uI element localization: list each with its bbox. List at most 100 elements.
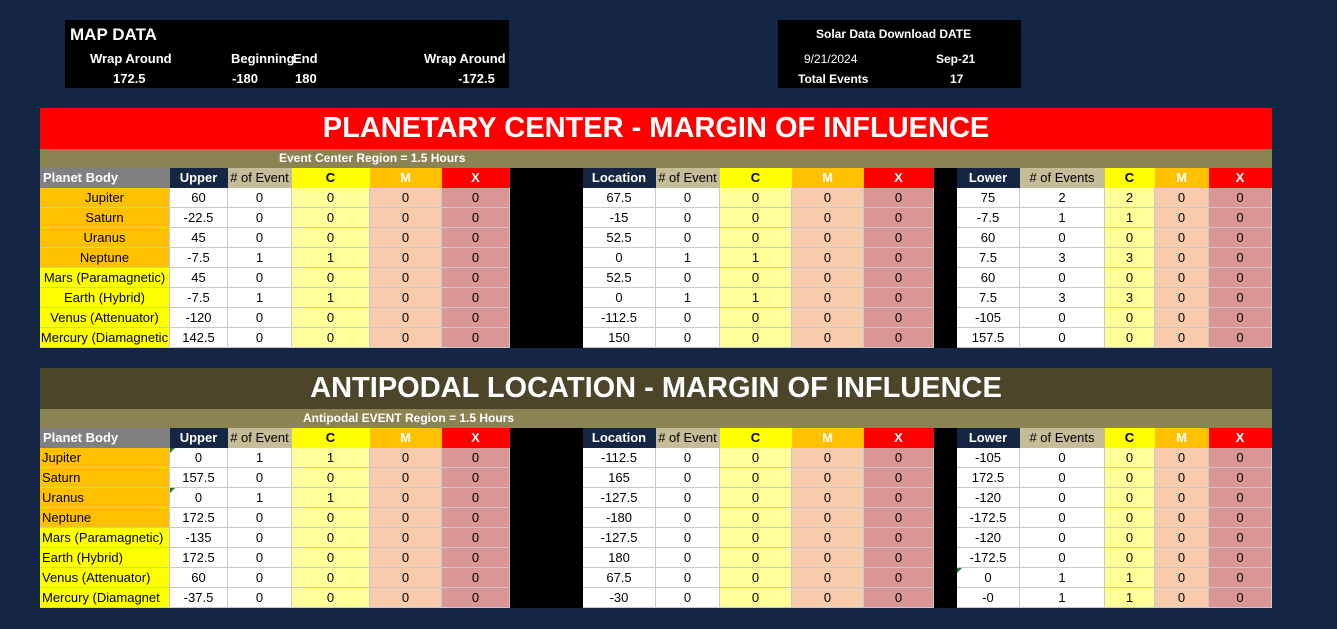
x-count-cell[interactable]: 0: [1209, 588, 1272, 608]
c-count-cell[interactable]: 0: [720, 208, 792, 228]
upper-events-cell[interactable]: 0: [228, 308, 292, 328]
upper-events-cell[interactable]: 0: [228, 468, 292, 488]
c-count-cell[interactable]: 0: [720, 448, 792, 468]
m-count-cell[interactable]: 0: [1155, 448, 1209, 468]
location-value-cell[interactable]: 52.5: [583, 268, 656, 288]
c-count-cell[interactable]: 1: [292, 248, 370, 268]
lower-value-cell[interactable]: 75: [957, 188, 1020, 208]
c-count-cell[interactable]: 0: [720, 528, 792, 548]
lower-events-cell[interactable]: 0: [1020, 528, 1105, 548]
location-events-cell[interactable]: 1: [656, 248, 720, 268]
location-value-cell[interactable]: 0: [583, 248, 656, 268]
x-count-cell[interactable]: 0: [442, 208, 510, 228]
m-count-cell[interactable]: 0: [370, 468, 442, 488]
location-events-cell[interactable]: 0: [656, 528, 720, 548]
m-count-cell[interactable]: 0: [792, 248, 864, 268]
upper-events-cell[interactable]: 0: [228, 528, 292, 548]
m-count-cell[interactable]: 0: [1155, 508, 1209, 528]
x-count-cell[interactable]: 0: [442, 308, 510, 328]
x-count-cell[interactable]: 0: [1209, 328, 1272, 348]
x-count-cell[interactable]: 0: [864, 188, 934, 208]
m-count-cell[interactable]: 0: [370, 568, 442, 588]
c-count-cell[interactable]: 0: [1105, 268, 1155, 288]
m-count-cell[interactable]: 0: [370, 528, 442, 548]
m-count-cell[interactable]: 0: [792, 228, 864, 248]
location-events-cell[interactable]: 0: [656, 308, 720, 328]
lower-value-cell[interactable]: -172.5: [957, 508, 1020, 528]
x-count-cell[interactable]: 0: [442, 588, 510, 608]
upper-events-cell[interactable]: 0: [228, 208, 292, 228]
location-value-cell[interactable]: 150: [583, 328, 656, 348]
c-count-cell[interactable]: 1: [292, 288, 370, 308]
c-count-cell[interactable]: 0: [292, 208, 370, 228]
m-count-cell[interactable]: 0: [370, 508, 442, 528]
m-count-cell[interactable]: 0: [1155, 248, 1209, 268]
m-count-cell[interactable]: 0: [1155, 308, 1209, 328]
c-count-cell[interactable]: 0: [1105, 308, 1155, 328]
upper-value-cell[interactable]: -135: [170, 528, 228, 548]
c-count-cell[interactable]: 0: [720, 488, 792, 508]
location-events-cell[interactable]: 0: [656, 228, 720, 248]
location-value-cell[interactable]: 0: [583, 288, 656, 308]
c-count-cell[interactable]: 0: [720, 188, 792, 208]
x-count-cell[interactable]: 0: [864, 448, 934, 468]
location-value-cell[interactable]: -112.5: [583, 308, 656, 328]
upper-value-cell[interactable]: 45: [170, 268, 228, 288]
location-value-cell[interactable]: -127.5: [583, 528, 656, 548]
x-count-cell[interactable]: 0: [864, 508, 934, 528]
m-count-cell[interactable]: 0: [1155, 588, 1209, 608]
x-count-cell[interactable]: 0: [442, 328, 510, 348]
location-value-cell[interactable]: -15: [583, 208, 656, 228]
location-value-cell[interactable]: -112.5: [583, 448, 656, 468]
m-count-cell[interactable]: 0: [370, 308, 442, 328]
m-count-cell[interactable]: 0: [370, 188, 442, 208]
location-events-cell[interactable]: 1: [656, 288, 720, 308]
m-count-cell[interactable]: 0: [370, 328, 442, 348]
m-count-cell[interactable]: 0: [370, 248, 442, 268]
c-count-cell[interactable]: 0: [292, 188, 370, 208]
c-count-cell[interactable]: 1: [720, 288, 792, 308]
x-count-cell[interactable]: 0: [442, 568, 510, 588]
location-value-cell[interactable]: 67.5: [583, 568, 656, 588]
m-count-cell[interactable]: 0: [792, 448, 864, 468]
location-value-cell[interactable]: -30: [583, 588, 656, 608]
lower-events-cell[interactable]: 0: [1020, 468, 1105, 488]
upper-value-cell[interactable]: -22.5: [170, 208, 228, 228]
lower-events-cell[interactable]: 0: [1020, 268, 1105, 288]
c-count-cell[interactable]: 1: [292, 488, 370, 508]
c-count-cell[interactable]: 0: [1105, 488, 1155, 508]
lower-value-cell[interactable]: 172.5: [957, 468, 1020, 488]
lower-events-cell[interactable]: 0: [1020, 228, 1105, 248]
location-events-cell[interactable]: 0: [656, 508, 720, 528]
c-count-cell[interactable]: 0: [1105, 328, 1155, 348]
m-count-cell[interactable]: 0: [792, 288, 864, 308]
m-count-cell[interactable]: 0: [1155, 188, 1209, 208]
x-count-cell[interactable]: 0: [442, 448, 510, 468]
location-value-cell[interactable]: -127.5: [583, 488, 656, 508]
x-count-cell[interactable]: 0: [1209, 548, 1272, 568]
location-events-cell[interactable]: 0: [656, 448, 720, 468]
x-count-cell[interactable]: 0: [1209, 448, 1272, 468]
lower-events-cell[interactable]: 3: [1020, 248, 1105, 268]
upper-events-cell[interactable]: 0: [228, 548, 292, 568]
x-count-cell[interactable]: 0: [864, 228, 934, 248]
m-count-cell[interactable]: 0: [370, 448, 442, 468]
x-count-cell[interactable]: 0: [864, 468, 934, 488]
lower-value-cell[interactable]: -0: [957, 588, 1020, 608]
upper-value-cell[interactable]: 45: [170, 228, 228, 248]
c-count-cell[interactable]: 0: [292, 268, 370, 288]
m-count-cell[interactable]: 0: [792, 588, 864, 608]
x-count-cell[interactable]: 0: [442, 468, 510, 488]
lower-events-cell[interactable]: 0: [1020, 448, 1105, 468]
m-count-cell[interactable]: 0: [370, 288, 442, 308]
x-count-cell[interactable]: 0: [442, 288, 510, 308]
m-count-cell[interactable]: 0: [1155, 528, 1209, 548]
c-count-cell[interactable]: 0: [720, 508, 792, 528]
upper-events-cell[interactable]: 1: [228, 248, 292, 268]
c-count-cell[interactable]: 0: [292, 508, 370, 528]
lower-events-cell[interactable]: 0: [1020, 488, 1105, 508]
x-count-cell[interactable]: 0: [864, 268, 934, 288]
lower-events-cell[interactable]: 2: [1020, 188, 1105, 208]
m-count-cell[interactable]: 0: [1155, 208, 1209, 228]
c-count-cell[interactable]: 0: [292, 468, 370, 488]
